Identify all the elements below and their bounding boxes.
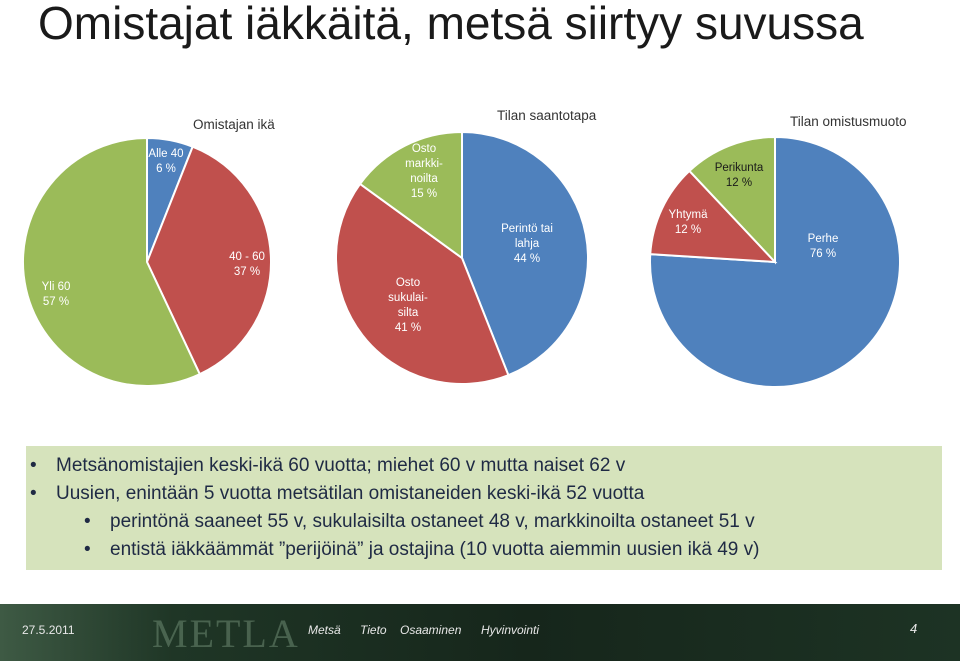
bullet-dot-icon: • <box>30 455 37 476</box>
ownership-pie-data-label: Perikunta 12 % <box>715 162 764 189</box>
bullet-item: • Metsänomistajien keski-ikä 60 vuotta; … <box>26 452 942 480</box>
acquisition-pie-data-label: Perintö tai lahja 44 % <box>501 223 553 265</box>
acquisition-pie-slice <box>461 130 589 377</box>
ownership-pie-slice <box>688 135 776 265</box>
footer-nav-item: Hyvinvointi <box>481 623 540 637</box>
bullet-text: Uusien, enintään 5 vuotta metsätilan omi… <box>56 483 645 504</box>
acquisition-pie-title: Tilan saantotapa <box>497 108 597 123</box>
footer-nav-item: Metsä <box>308 623 341 637</box>
acquisition-pie-data-label: Osto sukulai-silta 41 % <box>388 277 428 334</box>
footer-nav-item: Tieto <box>360 623 387 637</box>
ownership-pie-data-label: Yhtymä 12 % <box>669 209 709 236</box>
bullet-dot-icon: • <box>84 539 91 560</box>
bullet-item: • Uusien, enintään 5 vuotta metsätilan o… <box>26 480 942 508</box>
age-pie-data-label: 40 - 60 37 % <box>229 251 265 278</box>
acquisition-pie-data-label: Osto markki-noilta 15 % <box>405 143 443 200</box>
bullet-box: • Metsänomistajien keski-ikä 60 vuotta; … <box>26 446 942 570</box>
slide-title: Omistajat iäkkäitä, metsä siirtyy suvuss… <box>38 0 864 49</box>
bullet-dot-icon: • <box>84 511 91 532</box>
age-pie-slice <box>145 145 272 376</box>
ownership-pie-title: Tilan omistusmuoto <box>790 114 907 129</box>
bullet-dot-icon: • <box>30 483 37 504</box>
acquisition-pie-slice <box>358 130 463 260</box>
age-pie-slice <box>22 136 202 387</box>
footer-date: 27.5.2011 <box>22 623 75 637</box>
acquisition-pie-slice <box>335 182 510 385</box>
metla-logo: METLA <box>152 611 300 656</box>
sub-bullet-item: • entistä iäkkäämmät ”perijöinä” ja osta… <box>26 536 942 564</box>
page-number: 4 <box>910 621 918 636</box>
bullet-text: entistä iäkkäämmät ”perijöinä” ja ostaji… <box>110 539 760 560</box>
sub-bullet-item: • perintönä saaneet 55 v, sukulaisilta o… <box>26 508 942 536</box>
pie-charts: Omistajan ikä Alle 40 6 % 40 - 60 37 % Yli 60… <box>22 108 907 388</box>
ownership-pie-data-label: Perhe 76 % <box>808 233 839 260</box>
footer-nav-item: Osaaminen <box>400 623 462 637</box>
footer-bar: 27.5.2011 METLA Metsä Tieto Osaaminen Hy… <box>0 604 960 661</box>
age-pie-title: Omistajan ikä <box>193 117 275 132</box>
bullet-text: Metsänomistajien keski-ikä 60 vuotta; mi… <box>56 455 626 476</box>
age-pie-data-label: Alle 40 6 % <box>148 148 183 175</box>
ownership-pie-slice <box>649 135 901 388</box>
bullet-text: perintönä saaneet 55 v, sukulaisilta ost… <box>110 511 755 532</box>
ownership-pie-slice <box>649 169 778 264</box>
age-pie-data-label: Yli 60 57 % <box>42 281 71 308</box>
